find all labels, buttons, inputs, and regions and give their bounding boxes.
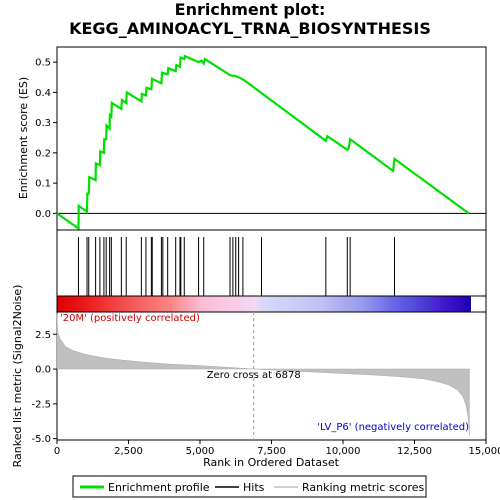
x-axis: 0 2,500 5,000 7,500 10,000 12,500 15,000 — [54, 440, 500, 457]
es-panel: 0.0 0.1 0.2 0.3 0.4 0.5 — [35, 46, 487, 231]
legend-frame — [72, 475, 427, 498]
es-y-tick-label: 0.4 — [35, 88, 51, 99]
es-y-tick-label: 0.1 — [35, 179, 51, 190]
x-tick-label: 0 — [54, 446, 60, 457]
es-y-tick-label: 0.3 — [35, 118, 51, 129]
es-y-tick-label: 0.2 — [35, 148, 51, 159]
x-tick-label: 15,000 — [469, 446, 500, 457]
ranked-list-color-bar — [57, 296, 471, 312]
metric-y-tick-label: 2.5 — [35, 330, 51, 341]
legend-label-hits: Hits — [243, 481, 265, 494]
x-tick-label: 12,500 — [397, 446, 432, 457]
metric-y-tick-label: -5.0 — [31, 434, 51, 445]
title-line-1: Enrichment plot: — [174, 0, 326, 19]
legend-label-ranking: Ranking metric scores — [302, 481, 424, 494]
x-tick-label: 2,500 — [114, 446, 143, 457]
negative-correlation-label: 'LV_P6' (negatively correlated) — [317, 422, 469, 433]
es-y-tick-label: 0.0 — [35, 209, 51, 220]
x-tick-label: 5,000 — [186, 446, 215, 457]
hit-lines — [77, 237, 395, 296]
metric-y-tick-label: -2.5 — [31, 399, 51, 410]
es-y-axis: 0.0 0.1 0.2 0.3 0.4 0.5 — [35, 58, 57, 220]
chart-title: Enrichment plot: KEGG_AMINOACYL_TRNA_BIO… — [0, 0, 500, 38]
metric-y-tick-label: 0.0 — [35, 365, 51, 376]
x-axis-label: Rank in Ordered Dataset — [203, 456, 340, 469]
metric-y-axis-label: Ranked list metric (Signal2Noise) — [11, 285, 24, 468]
es-y-axis-label: Enrichment score (ES) — [17, 77, 30, 199]
metric-panel: 2.5 0.0 -2.5 -5.0 '20M' (positively correla… — [31, 311, 487, 445]
legend: Enrichment profile Hits Ranking metric s… — [72, 475, 427, 498]
enrichment-profile-line — [56, 54, 470, 231]
ranking-metric-area — [56, 313, 470, 436]
legend-label-enrichment: Enrichment profile — [108, 481, 210, 494]
zero-cross-label: Zero cross at 6878 — [207, 370, 301, 381]
x-tick-label: 10,000 — [326, 446, 361, 457]
x-tick-label: 7,500 — [257, 446, 286, 457]
hits-panel-frame — [56, 229, 487, 297]
hits-panel — [56, 229, 487, 297]
title-line-2: KEGG_AMINOACYL_TRNA_BIOSYNTHESIS — [69, 19, 431, 38]
es-y-tick-label: 0.5 — [35, 58, 51, 69]
positive-correlation-label: '20M' (positively correlated) — [60, 313, 200, 324]
metric-y-axis: 2.5 0.0 -2.5 -5.0 — [31, 330, 57, 445]
es-panel-frame — [56, 46, 487, 231]
